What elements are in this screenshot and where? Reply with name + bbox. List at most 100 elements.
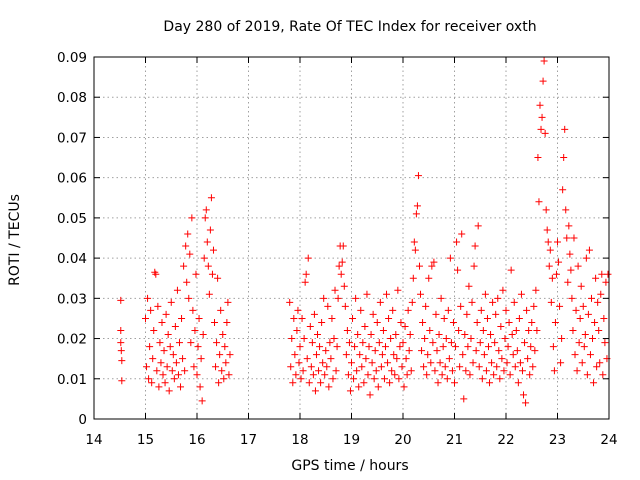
data-point [556,302,564,310]
data-point [188,214,196,222]
data-point [218,367,226,375]
data-point [142,314,149,322]
data-point [175,339,183,347]
data-point [513,347,521,355]
data-point [443,375,451,383]
data-point [445,355,453,363]
data-point [380,375,388,383]
data-point [324,302,332,310]
data-point [496,375,504,383]
data-point [318,318,326,326]
data-point [432,310,440,318]
data-point [344,371,352,379]
data-point [594,298,602,306]
data-point [429,339,437,347]
x-tick-label: 18 [291,432,308,448]
data-point [580,343,588,351]
data-point [403,371,411,379]
data-point [399,339,407,347]
data-point [303,355,311,363]
data-point [289,379,297,387]
data-point [226,351,234,359]
data-point [425,274,433,282]
data-point [367,331,375,339]
data-point [373,318,381,326]
data-point [154,302,162,310]
data-point [534,154,542,162]
data-point [544,238,552,246]
data-point [578,359,586,367]
data-point [587,294,595,302]
data-point [511,363,519,371]
data-point [383,290,391,298]
data-point [434,379,442,387]
data-point [117,339,125,347]
data-point [529,363,537,371]
data-point [365,343,373,351]
data-point [564,278,572,286]
data-point [516,359,524,367]
data-point [294,306,302,314]
data-point [286,298,294,306]
data-point [214,274,222,282]
x-tick-label: 24 [600,432,617,448]
data-point [220,375,228,383]
data-point [356,351,364,359]
data-points [117,57,612,407]
data-point [505,318,513,326]
data-point [200,254,208,262]
data-point [604,270,612,278]
data-point [466,371,474,379]
data-point [414,172,422,180]
data-point [597,290,605,298]
data-point [481,290,489,298]
data-point [541,129,549,137]
data-point [338,258,346,266]
data-point [478,375,486,383]
data-point [359,339,367,347]
data-point [568,294,576,302]
data-point [118,357,126,365]
y-tick-label: 0.07 [57,130,87,146]
data-point [503,359,511,367]
data-point [145,375,153,383]
data-point [440,314,448,322]
data-point [364,371,372,379]
data-point [548,274,556,282]
data-point [346,387,354,395]
data-point [355,383,363,391]
data-point [586,351,594,359]
data-point [206,226,214,234]
data-point [454,266,462,274]
data-point [341,302,349,310]
data-point [366,391,374,399]
data-point [296,343,304,351]
data-point [302,270,310,278]
data-point [512,327,520,335]
data-point [144,294,152,302]
data-point [354,331,362,339]
data-point [537,125,545,133]
data-point [292,371,300,379]
data-point [147,306,155,314]
data-point [177,383,185,391]
data-point [117,347,125,355]
data-point [325,383,333,391]
data-point [398,363,406,371]
data-point [404,306,412,314]
data-point [415,262,423,270]
data-point [585,246,593,254]
data-point [387,335,395,343]
data-point [449,318,457,326]
data-point [517,290,525,298]
data-point [330,335,338,343]
data-point [207,194,215,202]
data-point [362,355,370,363]
data-point [431,367,439,375]
data-point [419,318,427,326]
data-point [326,339,334,347]
data-point [575,339,583,347]
data-point [377,363,385,371]
data-point [334,294,342,302]
